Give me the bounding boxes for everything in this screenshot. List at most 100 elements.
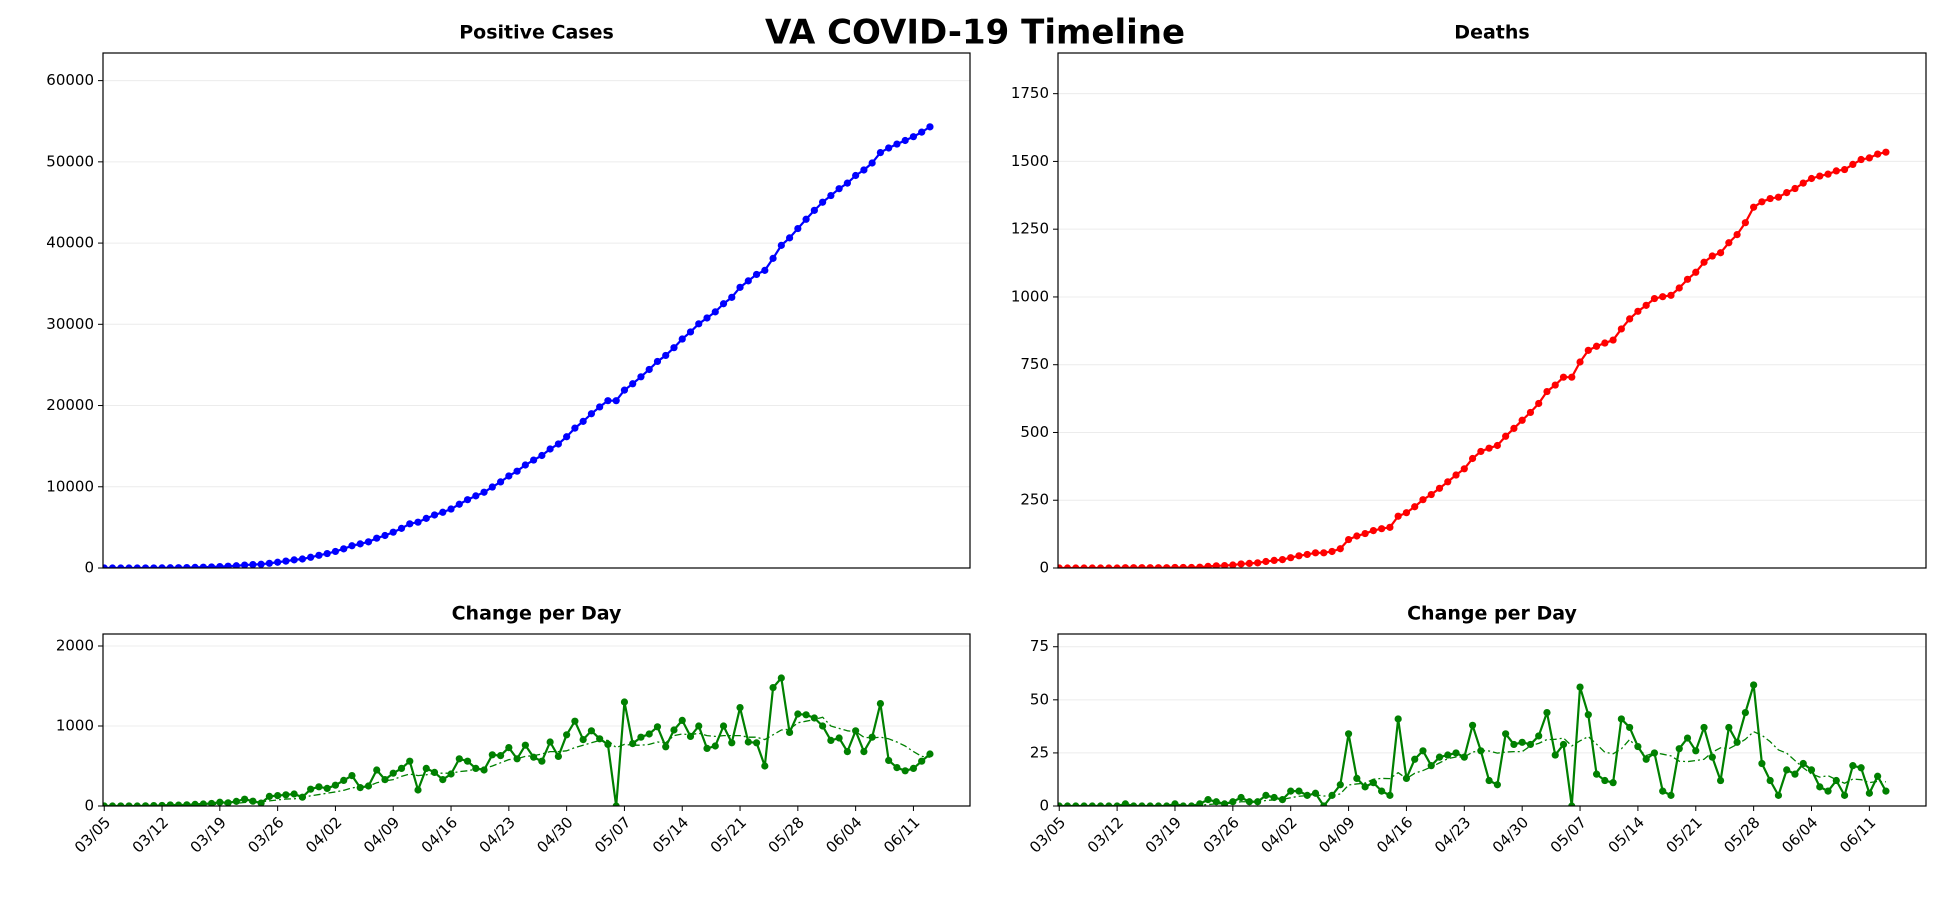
data-point — [1072, 564, 1080, 568]
x-tick-label: 04/09 — [360, 813, 403, 856]
data-point — [331, 781, 340, 789]
data-point — [1642, 755, 1650, 763]
data-point — [926, 750, 934, 758]
data-point — [629, 740, 637, 748]
data-point — [331, 547, 340, 556]
data-point — [1683, 734, 1692, 742]
x-tick-label: 03/05 — [71, 813, 114, 856]
data-point — [480, 488, 488, 496]
y-tick-label: 30000 — [46, 315, 94, 333]
data-point — [1130, 564, 1138, 568]
data-point — [662, 743, 670, 751]
data-point — [340, 545, 348, 553]
data-point — [381, 531, 389, 540]
x-tick-label: 04/23 — [1431, 813, 1474, 856]
data-point — [183, 563, 191, 568]
data-point — [1295, 787, 1303, 795]
data-point — [141, 564, 150, 568]
data-point — [868, 159, 876, 167]
data-point — [1725, 239, 1733, 247]
data-point — [587, 410, 596, 418]
data-point — [1716, 249, 1725, 257]
data-point — [232, 562, 240, 568]
data-point — [282, 791, 290, 799]
data-point — [1196, 563, 1204, 568]
data-point — [835, 734, 843, 742]
data-point — [1551, 751, 1559, 759]
data-point — [670, 344, 678, 352]
data-point — [1807, 174, 1816, 183]
data-point — [133, 564, 141, 568]
data-point — [1278, 555, 1287, 564]
data-point — [769, 254, 777, 262]
data-point — [810, 206, 818, 214]
data-line — [1059, 151, 1887, 568]
data-point — [1419, 747, 1427, 755]
data-point — [455, 755, 463, 763]
data-point — [843, 179, 851, 187]
data-point — [1741, 708, 1749, 717]
data-point — [191, 800, 199, 806]
data-point — [1741, 219, 1749, 227]
data-point — [1510, 424, 1518, 433]
data-point — [670, 726, 678, 734]
data-point — [1716, 776, 1725, 785]
data-point — [1113, 564, 1121, 568]
data-point — [1270, 556, 1278, 565]
data-point — [183, 801, 191, 806]
data-point — [133, 802, 141, 806]
data-point — [686, 328, 695, 336]
data-point — [1617, 325, 1625, 333]
data-point — [1361, 783, 1369, 791]
y-tick-label: 1250 — [1011, 220, 1049, 238]
data-point — [1295, 552, 1303, 560]
data-point — [744, 277, 752, 285]
data-point — [752, 270, 761, 279]
data-point — [1584, 346, 1592, 354]
data-point — [1287, 787, 1295, 795]
data-point — [719, 300, 728, 308]
data-point — [769, 684, 777, 692]
data-point — [728, 293, 736, 301]
x-tick-label: 05/14 — [649, 813, 692, 856]
data-point — [868, 733, 876, 741]
data-point — [1816, 783, 1824, 791]
x-tick-label: 04/30 — [1489, 813, 1532, 856]
data-point — [488, 483, 496, 491]
data-point — [827, 191, 835, 200]
data-point — [1336, 545, 1344, 553]
data-point — [1708, 252, 1716, 260]
data-point — [1435, 484, 1444, 492]
data-point — [1766, 776, 1774, 785]
data-point — [315, 551, 323, 559]
data-point — [1138, 564, 1146, 568]
data-point — [1485, 444, 1493, 452]
data-point — [348, 772, 356, 780]
data-point — [1634, 742, 1642, 751]
data-point — [1526, 740, 1535, 749]
data-point — [397, 524, 406, 532]
data-point — [761, 266, 769, 274]
data-point — [1559, 373, 1568, 381]
data-point — [1378, 525, 1386, 533]
data-point — [1675, 284, 1683, 292]
data-point — [505, 744, 513, 752]
data-point — [1386, 523, 1394, 531]
data-point — [1526, 408, 1535, 417]
x-tick-label: 04/09 — [1315, 813, 1358, 856]
data-point — [1121, 800, 1129, 806]
y-tick-label: 0 — [1039, 797, 1049, 815]
data-point — [1683, 275, 1692, 283]
data-point — [1254, 559, 1262, 567]
data-point — [777, 241, 785, 249]
data-point — [604, 397, 612, 405]
data-point — [323, 549, 331, 558]
data-line — [104, 125, 931, 568]
data-point — [521, 741, 529, 749]
data-point — [1394, 715, 1402, 723]
plot-area — [103, 674, 934, 806]
data-point — [406, 520, 414, 528]
data-point — [406, 757, 414, 765]
data-point — [447, 770, 455, 778]
